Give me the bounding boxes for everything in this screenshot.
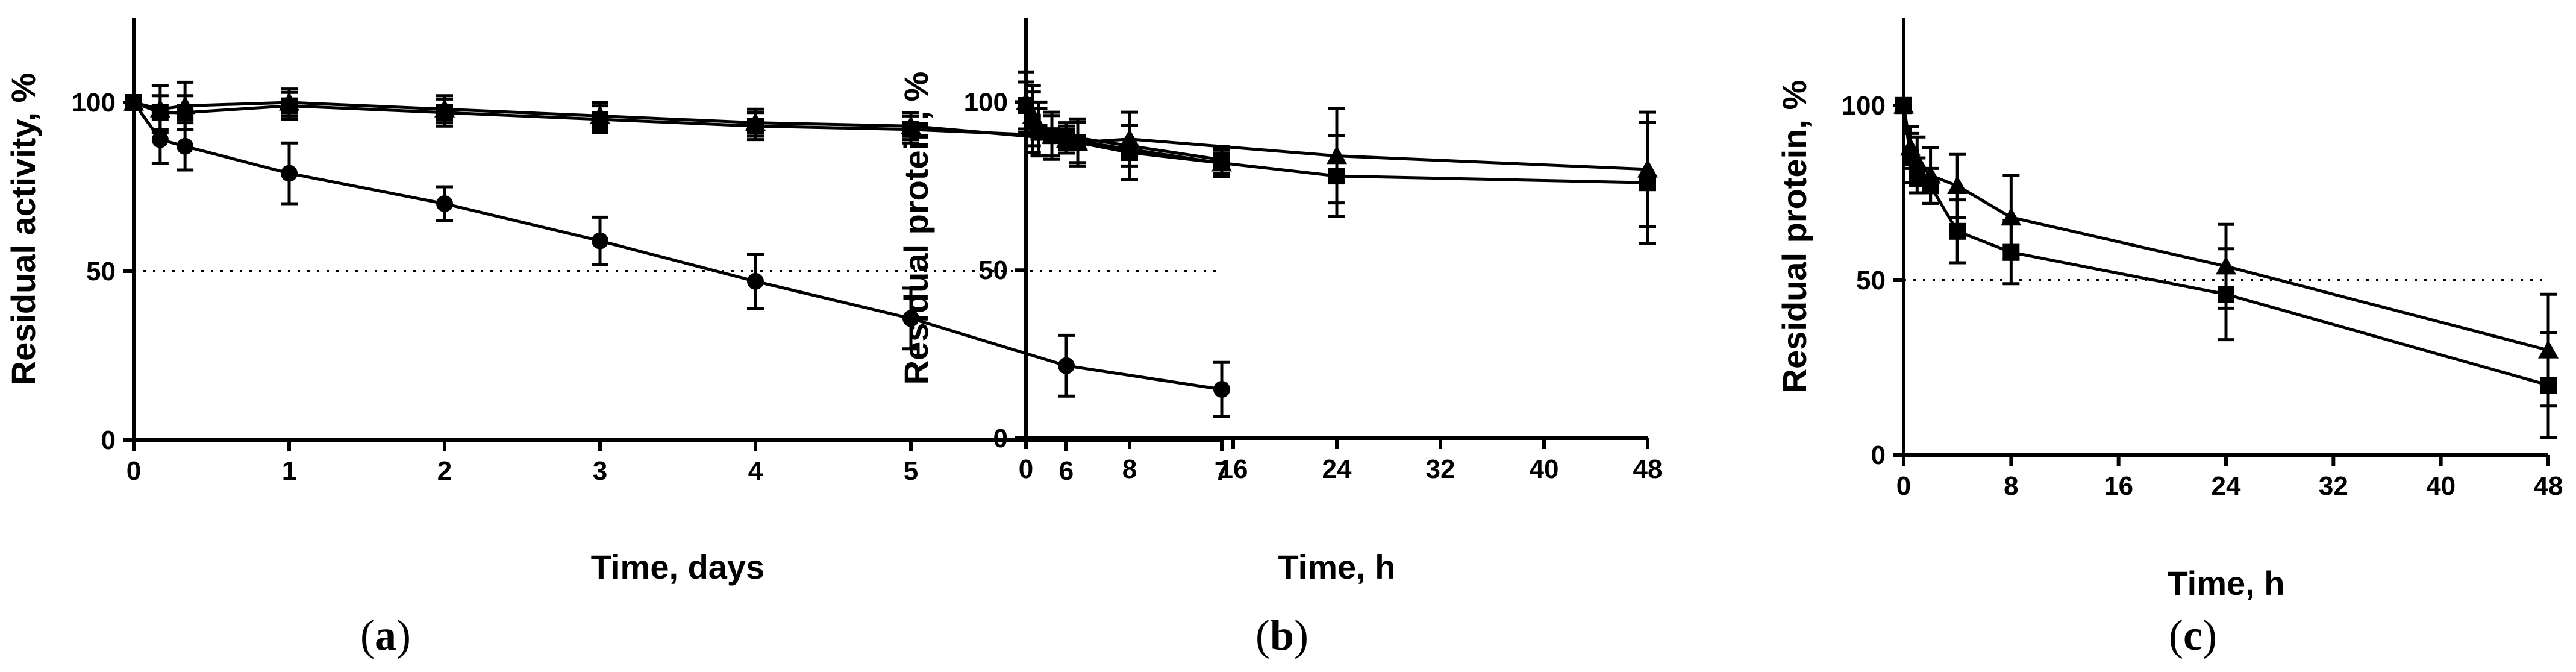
data-point-circle: [151, 131, 169, 148]
y-axis-label: Residual protein, %: [897, 72, 935, 385]
y-tick-label: 50: [1856, 266, 1886, 295]
data-point-circle: [281, 165, 298, 182]
data-point-triangle: [901, 116, 921, 134]
data-point-square: [1895, 97, 1912, 114]
series-line: [133, 101, 1222, 165]
y-axis-label: Residual protein, %: [1775, 80, 1813, 394]
data-point-triangle: [1947, 175, 1968, 194]
panel-label-a: (a): [360, 611, 411, 659]
data-point-square: [1639, 174, 1656, 192]
data-point-square: [1949, 222, 1966, 240]
x-tick-label: 32: [1426, 454, 1455, 484]
data-point-triangle: [745, 112, 766, 131]
x-tick-label: 40: [2426, 471, 2456, 501]
x-tick-label: 24: [2212, 471, 2241, 501]
x-tick-label: 24: [1322, 454, 1352, 484]
data-point-triangle: [175, 95, 196, 115]
y-tick-label: 100: [1842, 91, 1886, 121]
data-point-circle: [1058, 357, 1075, 374]
x-axis-label: Time, h: [1278, 548, 1395, 586]
data-point-square: [1069, 134, 1086, 151]
panel-b: 0 8 16 24 32 40 48 0 50 100 Time, h Residual protei…: [897, 18, 1662, 586]
y-tick-label: 100: [72, 88, 116, 118]
panel-c: 0 8 16 24 32 40 48 0 50 100 Time, h Residual protei…: [1775, 18, 2563, 602]
x-tick-label: 48: [1633, 454, 1663, 484]
y-tick-label: 50: [86, 257, 116, 286]
x-tick-label: 40: [1530, 454, 1559, 484]
data-point-circle: [902, 310, 919, 327]
data-point-circle: [436, 195, 453, 212]
data-point-triangle: [434, 99, 455, 118]
data-point-square: [2218, 286, 2234, 303]
x-tick-label: 32: [2319, 471, 2348, 501]
x-tick-label: 16: [1219, 454, 1248, 484]
x-tick-label: 0: [1896, 471, 1911, 501]
x-tick-label: 48: [2534, 471, 2563, 501]
data-point-circle: [592, 232, 608, 250]
y-tick-label: 0: [101, 425, 116, 455]
x-tick-label: 6: [1059, 456, 1074, 486]
x-tick-label: 7: [1215, 456, 1229, 486]
data-point-square: [1121, 144, 1138, 162]
data-point-circle: [747, 272, 764, 290]
series-square: [1018, 80, 1656, 245]
x-axis-label: Time, h: [2167, 564, 2284, 602]
x-tick-label: 16: [2104, 471, 2133, 501]
data-point-square: [1043, 127, 1060, 145]
x-tick-label: 0: [1019, 454, 1033, 484]
y-tick-label: 0: [993, 424, 1008, 453]
data-point-triangle: [149, 99, 170, 118]
x-tick-label: 0: [127, 456, 141, 486]
data-point-circle: [177, 137, 194, 155]
panel-a: 0 1 2 3 4 5 6 7 0 50 100 Time, days Residual activit…: [4, 18, 1232, 586]
panel-label-c: (c): [2169, 611, 2217, 659]
x-axis-label: Time, days: [591, 548, 764, 586]
series-triangle: [123, 80, 1232, 178]
x-tick-label: 2: [437, 456, 452, 486]
data-point-square: [1328, 168, 1345, 185]
x-tick-label: 4: [748, 456, 763, 486]
series-circle: [125, 94, 1230, 418]
x-tick-label: 8: [1122, 454, 1137, 484]
data-point-circle: [1213, 381, 1230, 398]
y-tick-label: 50: [978, 256, 1008, 285]
x-tick-label: 5: [904, 456, 918, 486]
data-point-square: [2002, 243, 2020, 261]
data-point-triangle: [279, 92, 299, 111]
data-point-triangle: [590, 105, 610, 124]
data-point-square: [1922, 177, 1939, 195]
y-axis-label: Residual activity, %: [4, 73, 42, 386]
series-line: [132, 101, 1222, 391]
x-tick-label: 3: [593, 456, 607, 486]
y-tick-label: 0: [1871, 441, 1886, 470]
x-tick-label: 1: [282, 456, 296, 486]
data-point-square: [2540, 377, 2557, 394]
x-tick-label: 8: [2004, 471, 2018, 501]
series-square: [1895, 96, 2557, 439]
panel-label-b: (b): [1255, 611, 1308, 659]
y-tick-label: 100: [964, 87, 1008, 117]
data-point-circle: [125, 94, 142, 111]
